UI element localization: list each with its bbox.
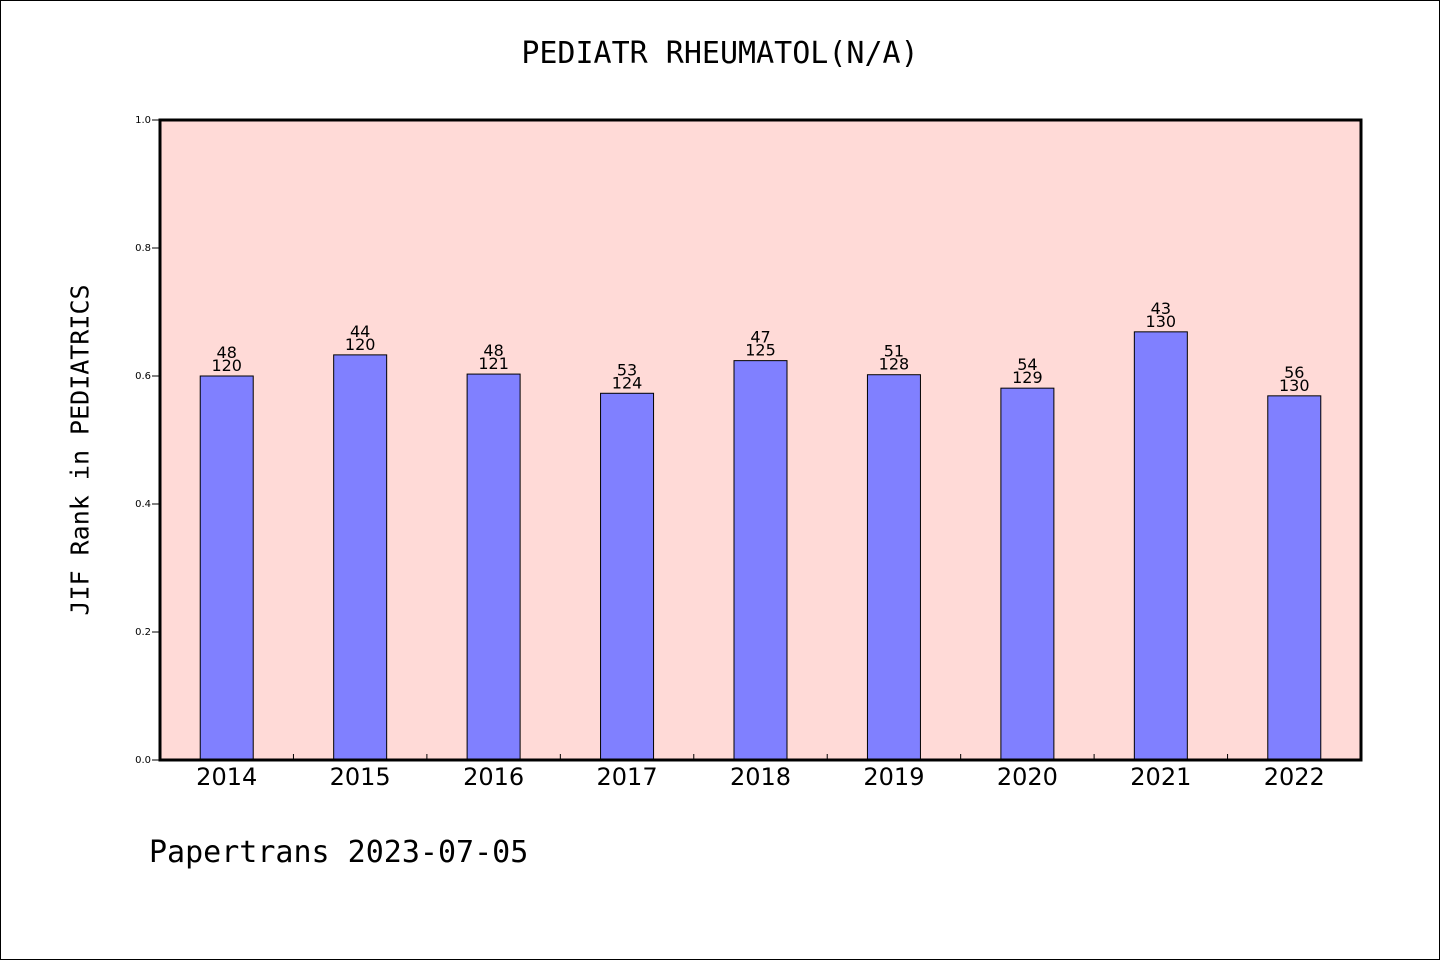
- bar: [866, 374, 921, 761]
- data-label-total: 121: [478, 354, 509, 373]
- data-label-total: 129: [1012, 368, 1043, 387]
- chart-title: PEDIATR RHEUMATOL(N/A): [521, 36, 919, 71]
- data-label-rank: 51: [884, 342, 904, 361]
- data-label-total: 125: [745, 341, 776, 360]
- x-tick-label: 2017: [597, 763, 658, 791]
- data-label-total: 130: [1279, 376, 1310, 395]
- x-tick-label: 2016: [463, 763, 524, 791]
- bar: [466, 373, 521, 761]
- data-label-total: 128: [879, 355, 910, 374]
- data-label-rank: 47: [750, 328, 770, 347]
- y-tick-label: 0.4: [135, 499, 151, 510]
- y-tick-label: 0.6: [135, 371, 151, 382]
- bar: [333, 354, 388, 761]
- x-tick-label: 2022: [1264, 763, 1325, 791]
- data-label-total: 120: [211, 356, 242, 375]
- y-tick-label: 0.0: [135, 755, 151, 766]
- data-label-total: 124: [612, 373, 643, 392]
- x-tick-label: 2020: [997, 763, 1058, 791]
- bar: [1267, 395, 1322, 761]
- data-label-rank: 48: [483, 341, 503, 360]
- data-label-rank: 48: [217, 343, 237, 362]
- x-tick-label: 2019: [863, 763, 924, 791]
- bar: [1000, 387, 1055, 761]
- watermark: Papertrans 2023-07-05: [149, 835, 529, 870]
- bar: [600, 392, 655, 761]
- x-tick-label: 2021: [1130, 763, 1191, 791]
- data-label-rank: 53: [617, 360, 637, 379]
- bar: [199, 375, 254, 761]
- data-label-total: 130: [1146, 312, 1177, 331]
- y-tick-label: 0.2: [135, 627, 151, 638]
- plot-border: [158, 118, 1363, 762]
- x-tick-label: 2018: [730, 763, 791, 791]
- data-label-total: 120: [345, 335, 376, 354]
- y-axis: 0.0 0.2 0.4 0.6 0.8 1.0: [135, 115, 160, 766]
- data-label-rank: 43: [1151, 299, 1171, 318]
- data-label-rank: 56: [1284, 363, 1304, 382]
- bar: [733, 360, 788, 761]
- data-label-rank: 54: [1017, 355, 1037, 374]
- bars: [199, 331, 1322, 761]
- y-tick-label: 0.8: [135, 243, 151, 254]
- bar: [1133, 331, 1188, 761]
- x-axis: 2014 2015 2016 2017 2018 2019 2020 2021 2022: [196, 754, 1325, 791]
- x-tick-label: 2014: [196, 763, 257, 791]
- data-label-rank: 44: [350, 322, 370, 341]
- y-tick-label: 1.0: [135, 115, 151, 126]
- x-tick-label: 2015: [330, 763, 391, 791]
